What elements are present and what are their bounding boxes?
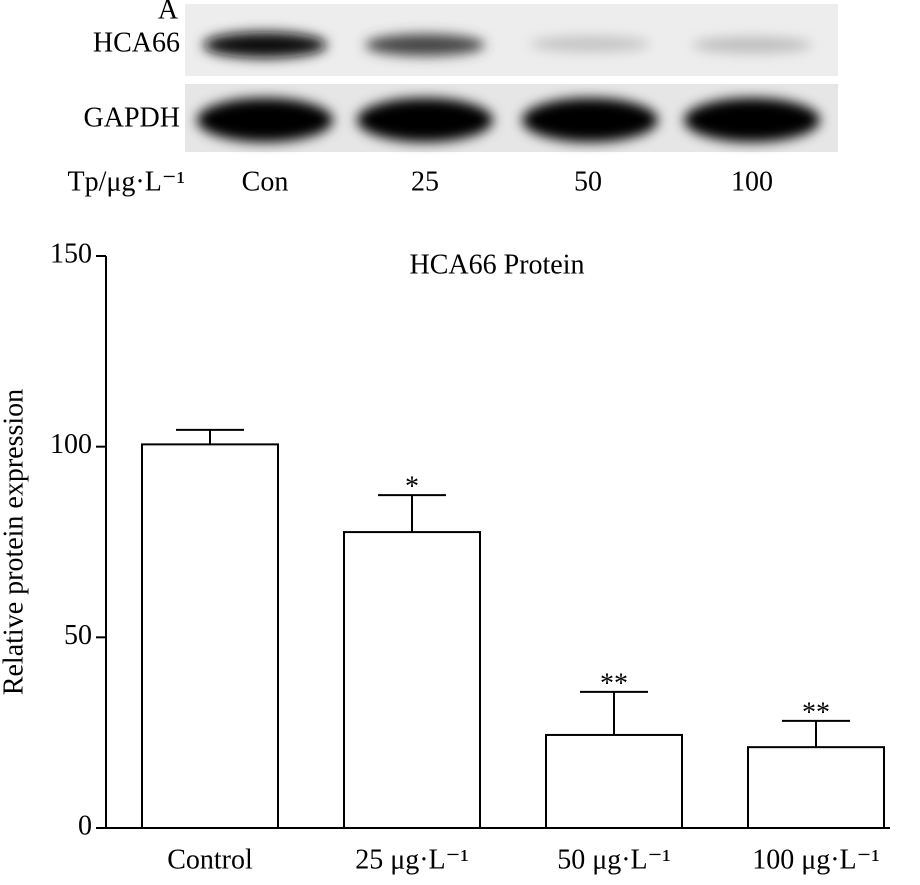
row-label: GAPDH	[84, 102, 180, 133]
bar	[343, 531, 481, 829]
band	[530, 36, 650, 52]
lane-label: 50	[574, 166, 602, 197]
band	[522, 98, 658, 142]
row-label: HCA66	[93, 27, 180, 58]
panel-label: A	[158, 0, 179, 25]
x-tick-label: 50 μg·L⁻¹	[557, 844, 671, 875]
bar	[747, 746, 885, 830]
chart-title: HCA66 Protein	[410, 249, 585, 280]
x-tick-label: 100 μg·L⁻¹	[752, 844, 880, 875]
treatment-label: Tp/μg·L⁻¹	[68, 166, 186, 197]
x-tick-label: Control	[167, 844, 253, 875]
lane-label: Con	[242, 166, 289, 197]
band	[357, 98, 493, 142]
band	[684, 98, 820, 142]
x-tick-label: 25 μg·L⁻¹	[355, 844, 469, 875]
y-tick-label: 150	[50, 238, 92, 269]
band	[365, 34, 485, 56]
band	[692, 37, 812, 53]
y-tick-label: 0	[78, 810, 92, 841]
lane-label: 100	[731, 166, 773, 197]
y-tick-label: 50	[64, 620, 92, 651]
significance-label: *	[405, 472, 419, 503]
y-axis-label: Relative protein expression	[0, 389, 29, 695]
significance-label: **	[600, 668, 628, 699]
y-tick-label: 100	[50, 429, 92, 460]
lane-label: 25	[411, 166, 439, 197]
bar	[545, 733, 683, 829]
bar	[141, 443, 279, 829]
band	[203, 32, 327, 58]
significance-label: **	[802, 697, 830, 728]
western-blot: A HCA66 GAPDH Tp/μg·L⁻¹ Con 25 50 100	[68, 0, 838, 197]
band	[197, 98, 333, 142]
